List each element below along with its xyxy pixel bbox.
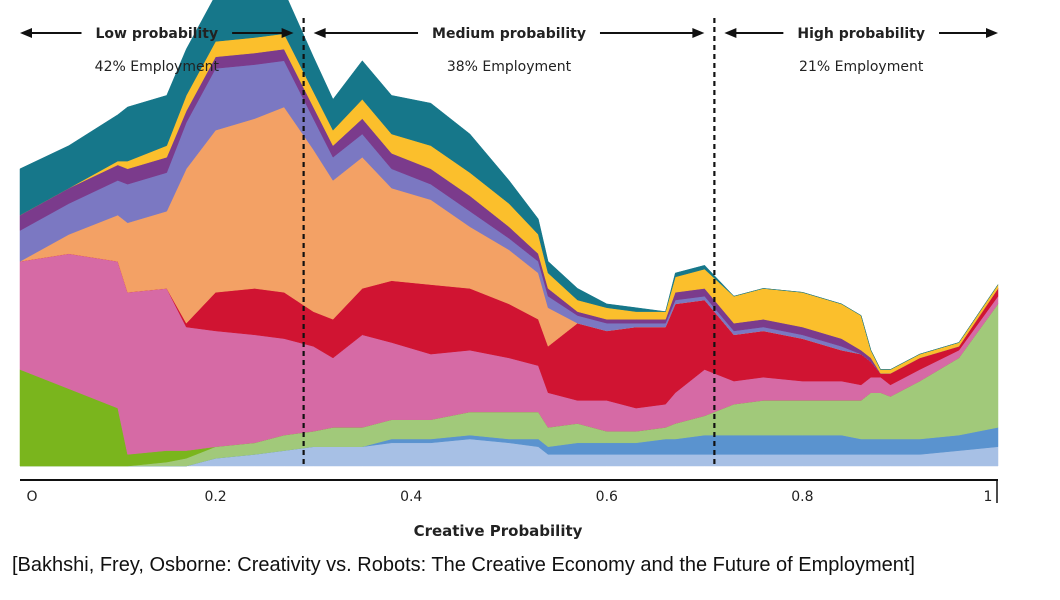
arrow-right-icon	[692, 28, 705, 38]
band-header-1: Low probability 42% Employment	[20, 26, 294, 75]
band-label: Medium probability	[432, 26, 586, 42]
band-label: Low probability	[96, 26, 219, 42]
x-tick-label: O	[26, 489, 37, 505]
x-tick-label: 0.4	[400, 489, 422, 505]
x-tick-label: 0.8	[791, 489, 813, 505]
band-headers: Low probability 42% Employment Medium prob…	[20, 26, 998, 75]
stacked-area-chart: Low probability 42% Employment Medium prob…	[19, 0, 999, 540]
area-series-11	[19, 0, 999, 370]
arrow-right-icon	[986, 28, 998, 38]
arrow-left-icon	[20, 28, 32, 38]
x-tick-label: 0.6	[596, 489, 618, 505]
citation-text: [Bakhshi, Frey, Osborne: Creativity vs. …	[12, 554, 915, 576]
area-series-group	[19, 0, 999, 467]
x-tick-label: 0.2	[204, 489, 226, 505]
arrow-right-icon	[281, 28, 294, 38]
arrow-left-icon	[313, 28, 326, 38]
arrow-left-icon	[724, 28, 737, 38]
x-tick-label: 1	[984, 489, 993, 505]
band-employment: 42% Employment	[95, 59, 220, 75]
divider-lines	[302, 18, 716, 466]
band-employment: 38% Employment	[447, 59, 572, 75]
band-employment: 21% Employment	[799, 59, 924, 75]
x-axis: O 0.2 0.4 0.6 0.8 1	[20, 479, 998, 505]
band-header-3: High probability 21% Employment	[724, 26, 998, 75]
band-label: High probability	[797, 26, 925, 42]
x-axis-label: Creative Probability	[414, 522, 583, 540]
band-header-2: Medium probability 38% Employment	[313, 26, 705, 75]
